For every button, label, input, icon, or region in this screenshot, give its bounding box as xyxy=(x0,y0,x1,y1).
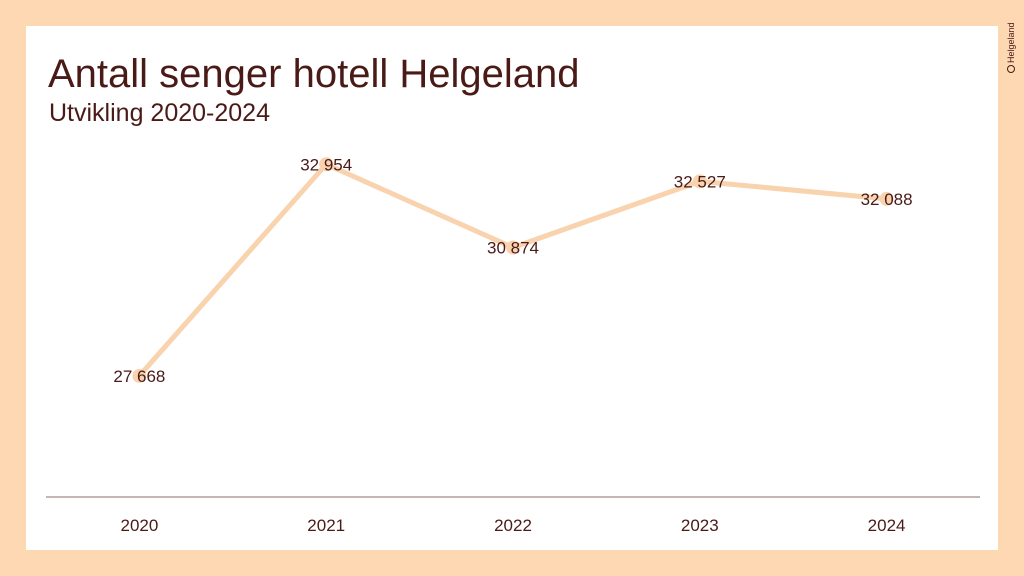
page-title: Antall senger hotell Helgeland xyxy=(48,52,580,96)
data-point-2023 xyxy=(692,174,707,189)
data-label-2021: 32 954 xyxy=(300,155,352,174)
data-label-2022: 30 874 xyxy=(487,239,539,258)
data-point-2022 xyxy=(506,240,520,255)
x-tick-label-2022: 2022 xyxy=(494,516,532,535)
data-label-2024: 32 088 xyxy=(861,190,913,209)
x-tick-label-2020: 2020 xyxy=(120,516,158,535)
x-tick-label-2024: 2024 xyxy=(868,516,906,535)
data-point-2021 xyxy=(319,157,334,172)
x-tick-layer: 2020 2021 2022 2023 2024 xyxy=(120,516,905,535)
helgeland-logo: Helgeland xyxy=(1006,22,1016,73)
logo-mark-icon xyxy=(1007,65,1015,73)
data-point-layer xyxy=(132,157,894,383)
data-point-2020 xyxy=(132,368,147,383)
data-label-2023: 32 527 xyxy=(674,172,726,191)
x-tick-label-2021: 2021 xyxy=(307,516,345,535)
slide-panel: Antall senger hotell Helgeland Utvikling… xyxy=(26,26,998,550)
logo-text: Helgeland xyxy=(1006,22,1016,63)
x-tick-label-2023: 2023 xyxy=(681,516,719,535)
page-subtitle: Utvikling 2020-2024 xyxy=(49,99,270,127)
data-label-layer: 27 668 32 954 30 874 32 527 32 088 xyxy=(113,155,912,386)
data-point-2024 xyxy=(879,191,894,206)
series-line-layer xyxy=(136,161,890,379)
data-label-2020: 27 668 xyxy=(113,367,165,386)
series-line xyxy=(136,161,890,379)
